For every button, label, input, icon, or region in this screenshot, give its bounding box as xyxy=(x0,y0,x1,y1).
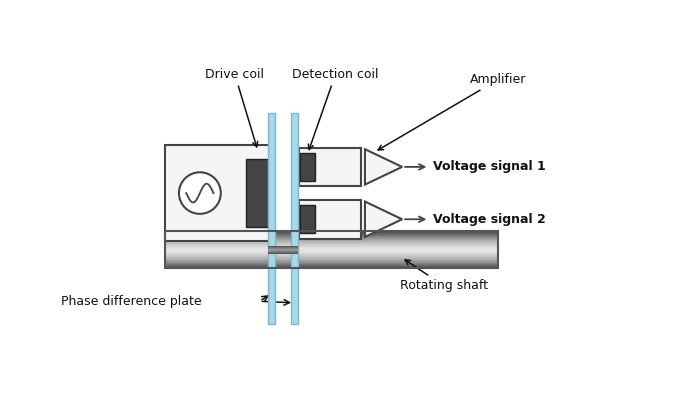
Circle shape xyxy=(179,172,220,214)
Bar xyxy=(165,241,498,242)
Bar xyxy=(165,248,498,250)
Bar xyxy=(165,250,498,251)
Bar xyxy=(165,232,498,233)
Bar xyxy=(268,246,298,247)
Bar xyxy=(299,148,361,186)
Bar xyxy=(165,240,498,241)
Bar xyxy=(165,234,498,235)
Bar xyxy=(165,232,498,233)
Bar xyxy=(165,252,498,253)
Bar xyxy=(165,231,498,268)
Bar xyxy=(165,253,498,254)
Text: Voltage signal 1: Voltage signal 1 xyxy=(433,160,546,173)
Bar xyxy=(268,252,298,253)
Bar xyxy=(268,246,298,247)
Bar xyxy=(268,251,298,252)
Bar xyxy=(268,249,298,250)
Bar xyxy=(165,248,498,249)
Bar xyxy=(165,262,498,263)
Bar xyxy=(165,263,498,264)
Bar xyxy=(268,250,298,251)
Bar xyxy=(268,249,298,250)
Bar xyxy=(165,261,498,262)
Bar xyxy=(268,250,298,251)
Bar xyxy=(165,238,498,239)
Bar xyxy=(165,249,498,250)
Bar xyxy=(268,252,298,253)
Bar xyxy=(165,145,270,241)
Bar xyxy=(165,255,498,256)
Bar xyxy=(165,244,498,245)
Bar xyxy=(165,231,498,232)
Polygon shape xyxy=(365,202,402,237)
Bar xyxy=(165,261,498,263)
Bar xyxy=(165,246,498,247)
Bar xyxy=(165,253,498,254)
Bar xyxy=(165,267,498,268)
Bar xyxy=(300,153,315,181)
Bar xyxy=(165,254,498,255)
Text: Phase difference plate: Phase difference plate xyxy=(61,295,202,308)
Bar xyxy=(165,266,498,267)
Bar xyxy=(165,264,498,265)
Bar xyxy=(165,234,498,235)
Bar xyxy=(290,113,298,324)
Bar xyxy=(165,259,498,260)
Text: Drive coil: Drive coil xyxy=(205,68,265,147)
Bar xyxy=(165,242,498,243)
Bar xyxy=(268,248,298,249)
Bar xyxy=(268,251,298,252)
Bar xyxy=(246,159,270,227)
Bar xyxy=(268,113,275,324)
Bar xyxy=(165,233,498,234)
Bar xyxy=(300,206,315,233)
Bar xyxy=(165,257,498,258)
Text: Detection coil: Detection coil xyxy=(293,68,379,150)
Text: Rotating shaft: Rotating shaft xyxy=(400,260,488,292)
Bar xyxy=(165,265,498,266)
Bar xyxy=(165,258,498,259)
Bar xyxy=(165,252,498,253)
Bar xyxy=(165,246,498,248)
Bar xyxy=(165,245,498,246)
Bar xyxy=(165,235,498,237)
Bar xyxy=(268,247,298,248)
Bar xyxy=(165,256,498,257)
Bar xyxy=(165,236,498,237)
Bar xyxy=(165,259,498,261)
Bar xyxy=(165,237,498,238)
Bar xyxy=(165,243,498,244)
Bar xyxy=(165,250,498,251)
Bar xyxy=(165,266,498,267)
Bar xyxy=(165,235,498,236)
Bar xyxy=(268,247,298,248)
Bar xyxy=(165,237,498,238)
Bar xyxy=(165,251,498,252)
Bar xyxy=(165,258,498,259)
Bar xyxy=(165,245,498,246)
Bar xyxy=(268,248,298,249)
Text: Voltage signal 2: Voltage signal 2 xyxy=(433,213,546,226)
Bar xyxy=(165,247,498,248)
Bar xyxy=(165,239,498,240)
Bar xyxy=(165,264,498,265)
Text: Amplifier: Amplifier xyxy=(378,73,526,150)
Bar xyxy=(165,260,498,261)
Bar xyxy=(165,239,498,240)
Polygon shape xyxy=(365,149,402,185)
Bar xyxy=(299,200,361,239)
Bar xyxy=(165,263,498,264)
